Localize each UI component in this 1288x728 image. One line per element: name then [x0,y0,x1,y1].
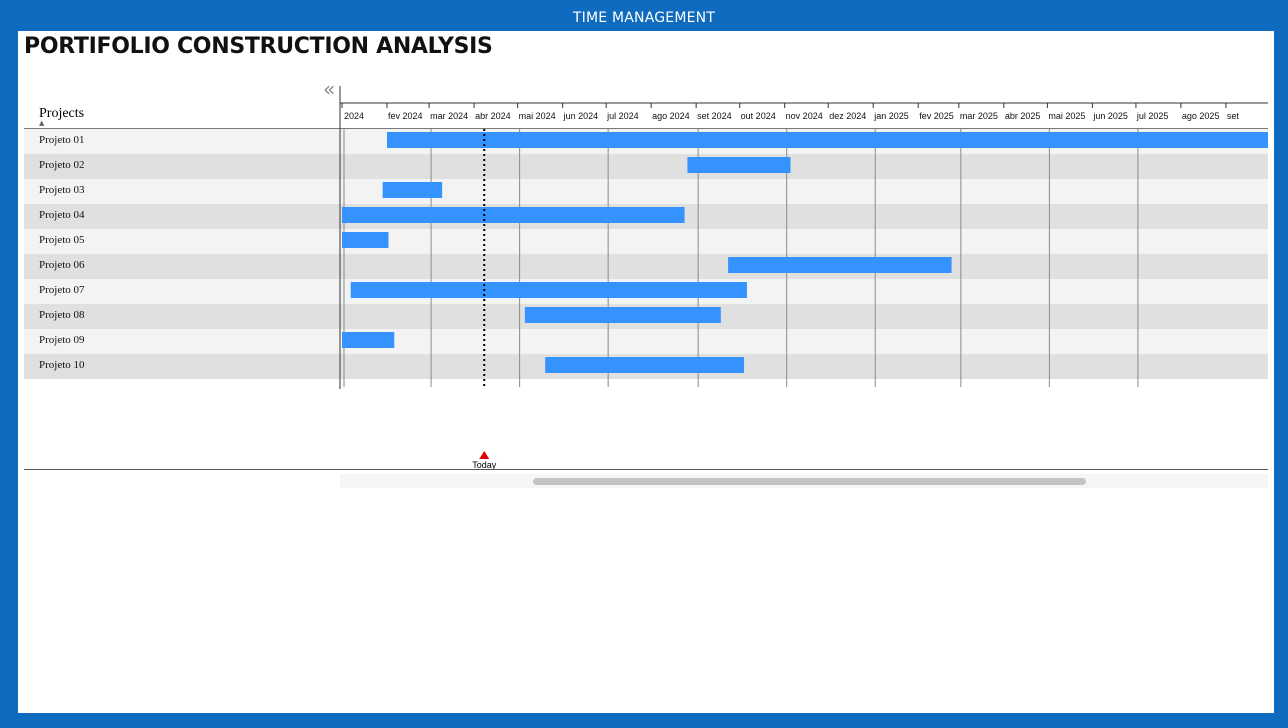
project-name: Projeto 05 [39,234,85,246]
project-row[interactable]: Projeto 02 [24,154,1268,179]
month-label: ago 2024 [652,111,690,121]
month-label: fev 2024 [388,111,423,121]
horizontal-scrollbar[interactable] [340,474,1268,488]
project-row[interactable]: Projeto 06 [24,254,1268,279]
month-label: mar 2024 [430,111,468,121]
project-row[interactable]: Projeto 05 [24,229,1268,254]
report-panel: PORTIFOLIO CONSTRUCTION ANALYSIS « Proje… [18,31,1274,713]
month-label: mai 2025 [1048,111,1085,121]
project-name: Projeto 06 [39,259,85,271]
month-label: jun 2025 [1092,111,1128,121]
month-label: mai 2024 [519,111,556,121]
project-row[interactable]: Projeto 09 [24,329,1268,354]
project-name: Projeto 04 [39,209,85,221]
task-bar[interactable] [386,132,1268,148]
month-label: ago 2025 [1182,111,1220,121]
task-bar[interactable] [524,307,721,323]
project-name: Projeto 02 [39,159,85,171]
scrollbar-thumb[interactable] [533,478,1086,485]
month-label: dez 2024 [829,111,866,121]
gantt-chart: 2024 fev 2024 mar 2024 abr 2024 mai 2024 jun … [339,86,1268,470]
month-label: 2024 [344,111,364,121]
double-chevron-left-icon[interactable]: « [323,77,336,101]
month-label: jul 2025 [1136,111,1169,121]
month-label: abr 2024 [475,111,511,121]
task-bar[interactable] [545,357,745,373]
project-name: Projeto 03 [39,184,85,196]
project-name: Projeto 07 [39,284,85,296]
month-label: mar 2025 [960,111,998,121]
sort-ascending-icon[interactable]: ▲ [39,119,45,127]
task-bar[interactable] [342,332,395,348]
projects-column-header[interactable]: Projects [39,106,85,121]
task-bar[interactable] [687,157,791,173]
task-bar[interactable] [342,207,685,223]
project-name: Projeto 09 [39,334,85,346]
month-label: jan 2025 [873,111,909,121]
month-label: abr 2025 [1005,111,1041,121]
chart-bottom-divider [24,469,1268,470]
project-name: Projeto 08 [39,309,85,321]
today-triangle-icon [479,451,490,459]
task-bar[interactable] [350,282,747,298]
banner-title: TIME MANAGEMENT [572,10,716,26]
project-row[interactable]: Projeto 03 [24,179,1268,204]
project-name: Projeto 01 [39,134,85,146]
month-label: jul 2024 [606,111,639,121]
today-label: Today [472,460,497,470]
month-label: jun 2024 [563,111,599,121]
project-name: Projeto 10 [39,359,85,371]
task-bar[interactable] [342,232,389,248]
header-divider [24,128,1268,129]
month-label: nov 2024 [786,111,823,121]
month-label: out 2024 [741,111,776,121]
month-label: set 2024 [697,111,732,121]
month-label: set [1227,111,1240,121]
task-bar[interactable] [728,257,952,273]
task-bar[interactable] [382,182,443,198]
month-label: fev 2025 [919,111,954,121]
page-title: PORTIFOLIO CONSTRUCTION ANALYSIS [24,34,493,59]
